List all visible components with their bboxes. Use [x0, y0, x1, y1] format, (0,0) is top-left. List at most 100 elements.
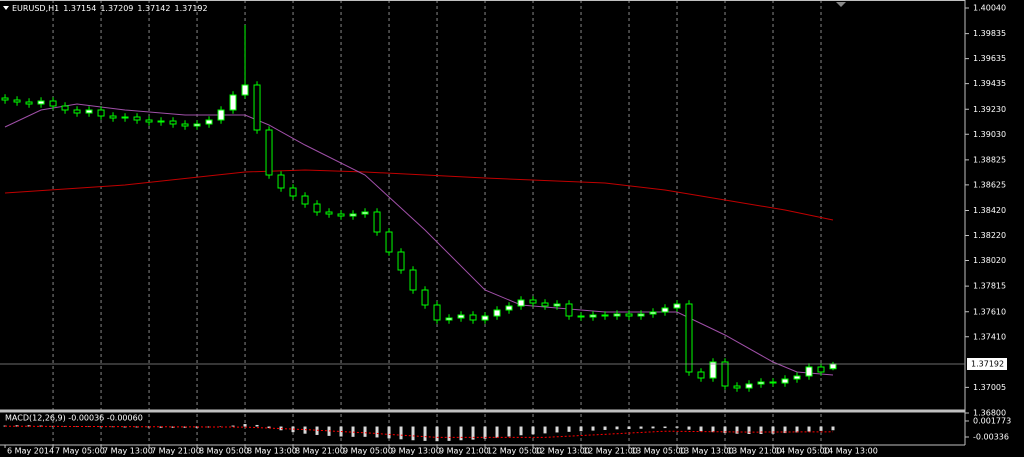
candle-body — [457, 314, 465, 319]
macd-bar — [507, 426, 511, 437]
candle-body — [721, 361, 729, 387]
candle-body — [289, 187, 297, 197]
x-tick-label: 12 May 21:00 — [583, 447, 638, 456]
candle-body — [829, 363, 837, 370]
macd-bar — [831, 426, 835, 431]
macd-bar — [651, 426, 655, 429]
y-tick-label: 1.37005 — [973, 383, 1006, 392]
macd-bar — [567, 426, 571, 432]
candle-body — [37, 100, 45, 105]
x-tick-label: 13 May 05:00 — [631, 447, 686, 456]
y-tick-label: 1.38625 — [973, 180, 1006, 189]
x-tick-label: 8 May 13:00 — [247, 447, 297, 456]
candle-body — [145, 119, 153, 123]
candle-body — [697, 371, 705, 379]
candle-body — [661, 307, 669, 313]
candle-body — [673, 303, 681, 309]
current-price-label: 1.37192 — [971, 360, 1004, 369]
symbol-icon — [3, 6, 9, 10]
last-close: 1.37192 — [175, 4, 208, 13]
macd-bar — [543, 426, 547, 434]
candle-body — [781, 378, 789, 384]
x-tick-label: 13 May 21:00 — [727, 447, 782, 456]
candle-body — [733, 385, 741, 389]
candle-body — [589, 314, 597, 318]
candle-body — [469, 314, 477, 321]
x-tick-label: 14 May 13:00 — [823, 447, 878, 456]
x-tick-label: 7 May 05:00 — [55, 447, 105, 456]
candle-body — [445, 317, 453, 321]
macd-bar — [387, 426, 391, 439]
macd-bar — [231, 425, 235, 427]
y-tick-label: 1.36800 — [973, 409, 1006, 418]
macd-bar — [531, 426, 535, 435]
candle-body — [397, 251, 405, 271]
candle-body — [97, 109, 105, 117]
y-tick-label: 1.38020 — [973, 256, 1006, 265]
candle-body — [25, 101, 33, 105]
macd-bar — [471, 426, 475, 440]
macd-bar — [243, 424, 247, 427]
last-low: 1.37142 — [137, 4, 170, 13]
candle-body — [625, 313, 633, 317]
macd-y-tick-label: -0.00336 — [973, 433, 1009, 442]
x-tick-label: 9 May 13:00 — [391, 447, 441, 456]
candle-body — [217, 109, 225, 121]
y-tick-label: 1.37410 — [973, 332, 1006, 341]
last-high: 1.37209 — [100, 4, 133, 13]
macd-bar — [375, 426, 379, 438]
macd-bar — [639, 426, 643, 429]
macd-y-tick-label: 0.001773 — [973, 416, 1011, 425]
macd-bar — [435, 426, 439, 442]
candle-body — [157, 120, 165, 123]
current-price-box — [967, 358, 1007, 370]
candle-body — [433, 304, 441, 321]
candle-body — [301, 195, 309, 205]
moving-average — [4, 169, 834, 221]
y-tick-label: 1.39230 — [973, 105, 1006, 114]
candle-body — [541, 302, 549, 307]
macd-bar — [303, 426, 307, 434]
macd-bar — [807, 426, 811, 432]
candle-body — [181, 123, 189, 127]
candle-body — [601, 314, 609, 317]
x-tick-label: 12 May 13:00 — [535, 447, 590, 456]
candle-body — [769, 381, 777, 384]
candle-body — [337, 213, 345, 217]
macd-bar — [411, 426, 415, 441]
candle-body — [61, 105, 69, 111]
macd-bar — [447, 426, 451, 441]
candle-body — [361, 211, 369, 215]
candle-body — [409, 269, 417, 291]
y-tick-label: 1.38220 — [973, 231, 1006, 240]
x-tick-label: 14 May 05:00 — [775, 447, 830, 456]
macd-bar — [723, 426, 727, 434]
candle-body — [49, 100, 57, 107]
candle-body — [109, 115, 117, 119]
candle-body — [325, 211, 333, 215]
candle-body — [481, 315, 489, 321]
macd-bar — [783, 426, 787, 434]
y-tick-label: 1.37815 — [973, 282, 1006, 291]
candle-body — [709, 361, 717, 379]
x-tick-label: 8 May 21:00 — [295, 447, 345, 456]
macd-bar — [795, 426, 799, 433]
candle-body — [553, 303, 561, 307]
macd-bar — [759, 426, 763, 435]
macd-bar — [819, 426, 823, 431]
chart-header: EURUSD,H1 1.37154 1.37209 1.37142 1.37192 — [12, 4, 208, 13]
macd-bar — [591, 426, 595, 431]
macd-bar — [699, 426, 703, 432]
x-tick-label: 8 May 05:00 — [199, 447, 249, 456]
candle-body — [373, 211, 381, 233]
x-tick-label: 12 May 05:00 — [487, 447, 542, 456]
macd-bar — [495, 426, 499, 438]
candle-body — [505, 305, 513, 311]
x-tick-label: 9 May 05:00 — [343, 447, 393, 456]
x-tick-label: 7 May 21:00 — [151, 447, 201, 456]
candle-body — [817, 366, 825, 373]
y-tick-label: 1.39835 — [973, 29, 1006, 38]
macd-title: MACD(12,26,9) -0.00036 -0.00060 — [5, 414, 143, 423]
candle-body — [757, 381, 765, 385]
